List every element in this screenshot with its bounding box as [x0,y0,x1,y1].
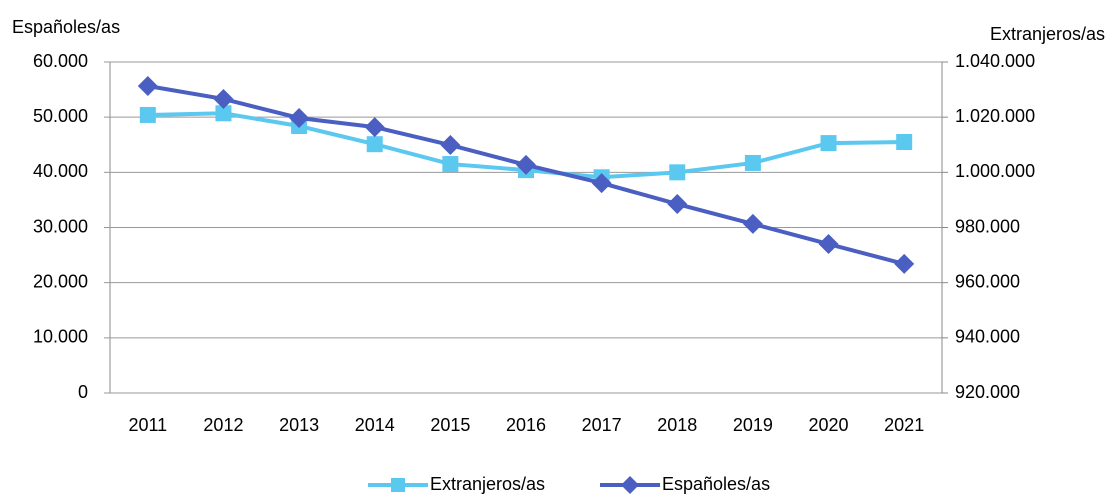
x-tick-label: 2013 [279,415,319,435]
legend-label: Extranjeros/as [430,474,545,494]
x-tick-label: 2020 [809,415,849,435]
marker [667,194,688,215]
y-tick-label: 0 [78,382,88,402]
x-tick-label: 2014 [355,415,395,435]
y2-tick-label: 1.000.000 [955,161,1035,181]
marker [440,135,461,156]
y2-tick-label: 980.000 [955,216,1020,236]
marker [366,136,383,153]
marker [591,173,612,194]
marker [391,478,405,492]
marker [215,105,232,122]
y-tick-label: 10.000 [33,327,88,347]
marker [137,75,158,96]
x-tick-label: 2019 [733,415,773,435]
y-tick-label: 40.000 [33,161,88,181]
marker [820,135,837,152]
y-tick-label: 50.000 [33,106,88,126]
y2-tick-label: 940.000 [955,327,1020,347]
y2-tick-label: 1.020.000 [955,106,1035,126]
marker [742,213,763,234]
marker [896,133,913,150]
marker [213,88,234,109]
x-tick-label: 2011 [128,415,167,435]
y-tick-label: 30.000 [33,216,88,236]
x-tick-label: 2012 [203,415,243,435]
y2-tick-label: 960.000 [955,271,1020,291]
y-axis-title: Españoles/as [12,17,120,37]
y-tick-label: 60.000 [33,51,88,71]
y2-tick-label: 1.040.000 [955,51,1035,71]
x-tick-label: 2017 [582,415,622,435]
x-tick-label: 2018 [657,415,697,435]
x-tick-label: 2021 [884,415,924,435]
marker [669,164,686,181]
legend-label: Españoles/as [662,474,770,494]
marker [744,154,761,171]
x-tick-label: 2015 [430,415,470,435]
marker [442,156,459,173]
x-tick-label: 2016 [506,415,546,435]
marker [894,253,915,274]
y-tick-label: 20.000 [33,271,88,291]
y2-axis-title: Extranjeros/as [990,24,1105,44]
y2-tick-label: 920.000 [955,382,1020,402]
marker [289,107,310,128]
marker [621,476,639,494]
marker [818,234,839,255]
marker [364,117,385,138]
marker [516,154,536,175]
marker [139,106,156,123]
